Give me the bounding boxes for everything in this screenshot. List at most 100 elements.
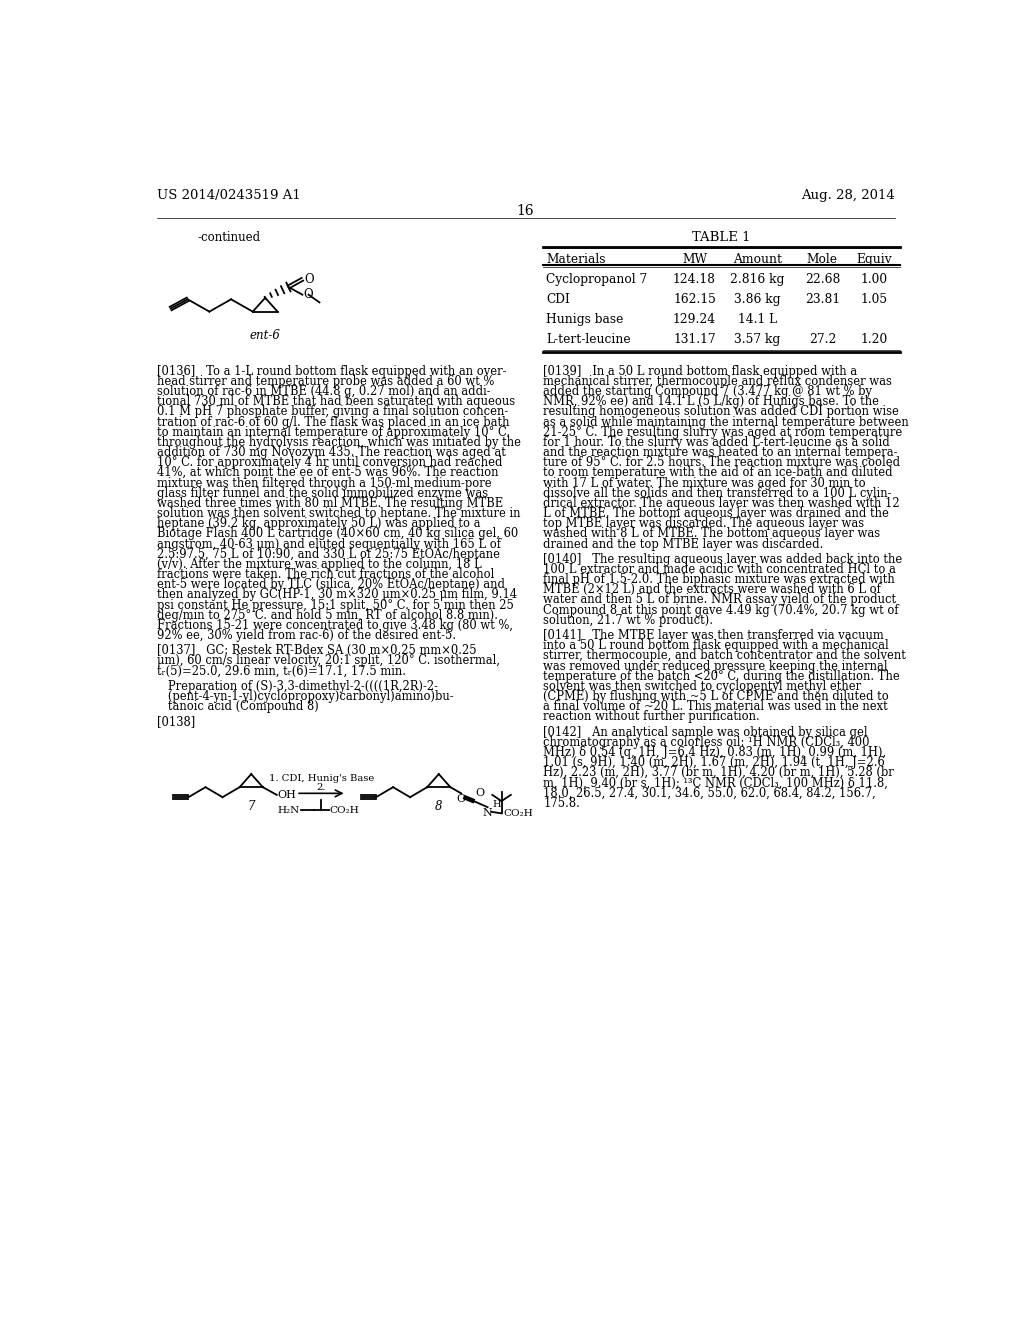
Text: solution was then solvent switched to heptane. The mixture in: solution was then solvent switched to he… [158, 507, 521, 520]
Text: [0137]   GC: Restek RT-Bdex SA (30 m×0.25 mm×0.25: [0137] GC: Restek RT-Bdex SA (30 m×0.25 … [158, 644, 477, 657]
Text: [0138]: [0138] [158, 715, 196, 729]
Text: 3.86 kg: 3.86 kg [734, 293, 780, 306]
Text: reaction without further purification.: reaction without further purification. [544, 710, 760, 723]
Text: [0140]   The resulting aqueous layer was added back into the: [0140] The resulting aqueous layer was a… [544, 553, 902, 566]
Text: Aug. 28, 2014: Aug. 28, 2014 [802, 189, 895, 202]
Text: 2.816 kg: 2.816 kg [730, 273, 784, 286]
Text: to room temperature with the aid of an ice-bath and diluted: to room temperature with the aid of an i… [544, 466, 893, 479]
Text: CDI: CDI [547, 293, 570, 306]
Text: [0142]   An analytical sample was obtained by silica gel: [0142] An analytical sample was obtained… [544, 726, 868, 739]
Text: OH: OH [278, 789, 297, 800]
Text: 1.20: 1.20 [861, 333, 888, 346]
Text: Equiv: Equiv [856, 252, 892, 265]
Text: 131.17: 131.17 [673, 333, 716, 346]
Text: for 1 hour. To the slurry was added L-tert-leucine as a solid: for 1 hour. To the slurry was added L-te… [544, 436, 890, 449]
Text: H₂N: H₂N [278, 805, 300, 814]
Text: and the reaction mixture was heated to an internal tempera-: and the reaction mixture was heated to a… [544, 446, 898, 459]
Text: tᵣ(5)=25.0, 29.6 min, tᵣ(6)=17.1, 17.5 min.: tᵣ(5)=25.0, 29.6 min, tᵣ(6)=17.1, 17.5 m… [158, 664, 407, 677]
Text: Cyclopropanol 7: Cyclopropanol 7 [547, 273, 648, 286]
Text: 175.8.: 175.8. [544, 797, 581, 809]
Text: 2.5:97.5, 75 L of 10:90, and 330 L of 25:75 EtOAc/heptane: 2.5:97.5, 75 L of 10:90, and 330 L of 25… [158, 548, 501, 561]
Text: MHz) δ 0.54 (q, 1H, J=6.4 Hz), 0.83 (m, 1H), 0.99 (m, 1H),: MHz) δ 0.54 (q, 1H, J=6.4 Hz), 0.83 (m, … [544, 746, 887, 759]
Text: heptane (39.2 kg, approximately 50 L) was applied to a: heptane (39.2 kg, approximately 50 L) wa… [158, 517, 481, 531]
Text: 22.68: 22.68 [805, 273, 840, 286]
Text: MTBE (2×12 L) and the extracts were washed with 6 L of: MTBE (2×12 L) and the extracts were wash… [544, 583, 882, 597]
Text: 10° C. for approximately 4 hr until conversion had reached: 10° C. for approximately 4 hr until conv… [158, 457, 503, 469]
Text: with 17 L of water. The mixture was aged for 30 min to: with 17 L of water. The mixture was aged… [544, 477, 866, 490]
Text: ent-5 were located by TLC (silica, 20% EtOAc/heptane) and: ent-5 were located by TLC (silica, 20% E… [158, 578, 506, 591]
Text: 0.1 M pH 7 phosphate buffer, giving a final solution concen-: 0.1 M pH 7 phosphate buffer, giving a fi… [158, 405, 509, 418]
Text: 1.01 (s, 9H), 1.40 (m, 2H), 1.67 (m, 2H), 1.94 (t, 1H, J=2.6: 1.01 (s, 9H), 1.40 (m, 2H), 1.67 (m, 2H)… [544, 756, 885, 770]
Text: O: O [304, 273, 313, 286]
Text: 1. CDI, Hunig's Base: 1. CDI, Hunig's Base [268, 774, 374, 783]
Text: US 2014/0243519 A1: US 2014/0243519 A1 [158, 189, 301, 202]
Text: m, 1H), 9.40 (br s, 1H); ¹³C NMR (CDCl₃, 100 MHz) δ 11.8,: m, 1H), 9.40 (br s, 1H); ¹³C NMR (CDCl₃,… [544, 776, 888, 789]
Text: Biotage Flash 400 L cartridge (40×60 cm, 40 kg silica gel, 60: Biotage Flash 400 L cartridge (40×60 cm,… [158, 528, 519, 540]
Text: CO₂H: CO₂H [329, 805, 358, 814]
Text: NMR, 92% ee) and 14.1 L (5 L/kg) of Hunigs base. To the: NMR, 92% ee) and 14.1 L (5 L/kg) of Huni… [544, 395, 880, 408]
Text: 18.0, 26.5, 27.4, 30.1, 34.6, 55.0, 62.0, 68.4, 84.2, 156.7,: 18.0, 26.5, 27.4, 30.1, 34.6, 55.0, 62.0… [544, 787, 877, 800]
Text: dissolve all the solids and then transferred to a 100 L cylin-: dissolve all the solids and then transfe… [544, 487, 892, 500]
Text: tanoic acid (Compound 8): tanoic acid (Compound 8) [158, 700, 319, 713]
Text: throughout the hydrolysis reaction, which was initiated by the: throughout the hydrolysis reaction, whic… [158, 436, 521, 449]
Text: top MTBE layer was discarded. The aqueous layer was: top MTBE layer was discarded. The aqueou… [544, 517, 864, 531]
Text: 92% ee, 30% yield from rac-6) of the desired ent-5.: 92% ee, 30% yield from rac-6) of the des… [158, 630, 457, 642]
Text: 8: 8 [435, 800, 442, 813]
Text: to maintain an internal temperature of approximately 10° C.: to maintain an internal temperature of a… [158, 426, 511, 438]
Text: 16: 16 [516, 203, 534, 218]
Text: 23.81: 23.81 [805, 293, 840, 306]
Text: then analyzed by GC(HP-1, 30 m×320 μm×0.25 μm film, 9.14: then analyzed by GC(HP-1, 30 m×320 μm×0.… [158, 589, 517, 602]
Text: (pent-4-yn-1-yl)cyclopropoxy)carbonyl)amino)bu-: (pent-4-yn-1-yl)cyclopropoxy)carbonyl)am… [158, 690, 454, 704]
Text: Mole: Mole [807, 252, 838, 265]
Text: L of MTBE. The bottom aqueous layer was drained and the: L of MTBE. The bottom aqueous layer was … [544, 507, 889, 520]
Text: drained and the top MTBE layer was discarded.: drained and the top MTBE layer was disca… [544, 537, 823, 550]
Text: Fractions 15-21 were concentrated to give 3.48 kg (80 wt %,: Fractions 15-21 were concentrated to giv… [158, 619, 513, 632]
Text: -continued: -continued [198, 231, 260, 244]
Text: 7: 7 [248, 800, 255, 813]
Text: 100 L extractor and made acidic with concentrated HCl to a: 100 L extractor and made acidic with con… [544, 562, 896, 576]
Text: 2.: 2. [316, 783, 326, 792]
Text: drical extractor. The aqueous layer was then washed with 12: drical extractor. The aqueous layer was … [544, 496, 900, 510]
Text: TABLE 1: TABLE 1 [692, 231, 751, 244]
Text: N: N [482, 808, 493, 818]
Text: deg/min to 275° C. and hold 5 min, RT of alcohol 8.8 min).: deg/min to 275° C. and hold 5 min, RT of… [158, 609, 499, 622]
Text: resulting homogeneous solution was added CDI portion wise: resulting homogeneous solution was added… [544, 405, 899, 418]
Text: MW: MW [682, 252, 708, 265]
Text: ture of 95° C. for 2.5 hours. The reaction mixture was cooled: ture of 95° C. for 2.5 hours. The reacti… [544, 457, 900, 469]
Text: a final volume of ~20 L. This material was used in the next: a final volume of ~20 L. This material w… [544, 700, 888, 713]
Text: 21-25° C. The resulting slurry was aged at room temperature: 21-25° C. The resulting slurry was aged … [544, 426, 902, 438]
Text: 162.15: 162.15 [673, 293, 716, 306]
Text: Hz), 2.23 (m, 2H), 3.77 (br m, 1H), 4.20 (br m, 1H), 5.28 (br: Hz), 2.23 (m, 2H), 3.77 (br m, 1H), 4.20… [544, 766, 894, 779]
Text: Hunigs base: Hunigs base [547, 313, 624, 326]
Text: addition of 730 mg Novozym 435. The reaction was aged at: addition of 730 mg Novozym 435. The reac… [158, 446, 506, 459]
Text: [0141]   The MTBE layer was then transferred via vacuum: [0141] The MTBE layer was then transferr… [544, 630, 884, 642]
Text: solvent was then switched to cyclopentyl methyl ether: solvent was then switched to cyclopentyl… [544, 680, 861, 693]
Text: L-tert-leucine: L-tert-leucine [547, 333, 631, 346]
Text: 1.00: 1.00 [861, 273, 888, 286]
Text: ent-6: ent-6 [250, 329, 281, 342]
Text: [0136]   To a 1-L round bottom flask equipped with an over-: [0136] To a 1-L round bottom flask equip… [158, 364, 507, 378]
Text: angstrom, 40-63 μm) and eluted sequentially with 165 L of: angstrom, 40-63 μm) and eluted sequentia… [158, 537, 502, 550]
Text: Compound 8 at this point gave 4.49 kg (70.4%, 20.7 kg wt of: Compound 8 at this point gave 4.49 kg (7… [544, 603, 899, 616]
Text: Preparation of (S)-3,3-dimethyl-2-((((1R,2R)-2-: Preparation of (S)-3,3-dimethyl-2-((((1R… [158, 680, 438, 693]
Text: 41%, at which point the ee of ent-5 was 96%. The reaction: 41%, at which point the ee of ent-5 was … [158, 466, 499, 479]
Text: solution, 21.7 wt % product).: solution, 21.7 wt % product). [544, 614, 714, 627]
Text: chromatography as a colorless oil: ¹H NMR (CDCl₃, 400: chromatography as a colorless oil: ¹H NM… [544, 735, 870, 748]
Text: H: H [493, 800, 501, 809]
Text: washed three times with 80 ml MTBE. The resulting MTBE: washed three times with 80 ml MTBE. The … [158, 496, 504, 510]
Text: (v/v). After the mixture was applied to the column, 18 L: (v/v). After the mixture was applied to … [158, 558, 482, 570]
Text: into a 50 L round bottom flask equipped with a mechanical: into a 50 L round bottom flask equipped … [544, 639, 889, 652]
Text: water and then 5 L of brine. NMR assay yield of the product: water and then 5 L of brine. NMR assay y… [544, 594, 897, 606]
Text: 3.57 kg: 3.57 kg [734, 333, 780, 346]
Text: tration of rac-6 of 60 g/l. The flask was placed in an ice bath: tration of rac-6 of 60 g/l. The flask wa… [158, 416, 510, 429]
Text: head stirrer and temperature probe was added a 60 wt %: head stirrer and temperature probe was a… [158, 375, 495, 388]
Text: O: O [475, 788, 484, 799]
Text: glass filter funnel and the solid immobilized enzyme was: glass filter funnel and the solid immobi… [158, 487, 488, 500]
Text: O: O [457, 795, 466, 804]
Text: final pH of 1.5-2.0. The biphasic mixture was extracted with: final pH of 1.5-2.0. The biphasic mixtur… [544, 573, 895, 586]
Text: Materials: Materials [547, 252, 606, 265]
Text: solution of rac-6 in MTBE (44.8 g, 0.27 mol) and an addi-: solution of rac-6 in MTBE (44.8 g, 0.27 … [158, 385, 492, 399]
Text: 14.1 L: 14.1 L [737, 313, 777, 326]
Text: 1.05: 1.05 [861, 293, 888, 306]
Text: CO₂H: CO₂H [503, 809, 532, 818]
